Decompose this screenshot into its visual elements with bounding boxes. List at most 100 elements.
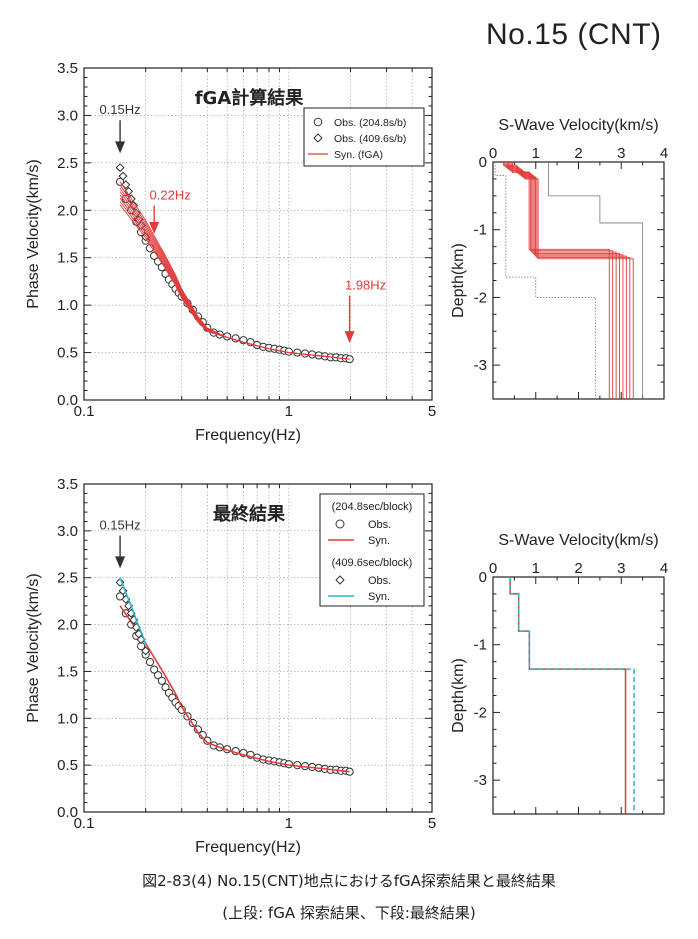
y-axis-label: Depth(km) [450,243,467,318]
x-tick-label: 5 [428,815,436,832]
x-tick-label: 0.1 [74,403,95,420]
series-line-3 [119,577,147,644]
y-tick-label: 1.0 [57,297,78,314]
y-tick-label: -2 [474,704,487,721]
legend-label: Syn. [368,591,390,603]
data-point-circle [293,348,302,357]
legend-label: Obs. (409.6s/b) [334,133,406,145]
x-tick-label: 1 [285,403,293,420]
x-tick-label: 5 [428,403,436,420]
x-axis-label: S-Wave Velocity(km/s) [498,532,658,549]
chart-title: 最終結果 [213,503,286,525]
figure-subcaption: (上段: fGA 探索結果、下段:最終結果) [222,904,476,922]
legend-label: Obs. [368,575,391,587]
model-line-1 [509,577,635,814]
x-tick-label: 4 [660,145,668,162]
data-point-diamond [121,180,131,190]
legend-marker-diamond [335,575,345,585]
y-axis-label: Phase Velocity(km/s) [25,159,42,308]
x-tick-label: 2 [574,145,582,162]
model-line-0 [503,162,610,399]
y-tick-label: -3 [474,357,487,374]
x-tick-label: 3 [617,145,625,162]
y-axis-label: Phase Velocity(km/s) [25,573,42,722]
model-line-0 [512,162,634,399]
annotation-label: 0.15Hz [99,518,140,533]
annotation-arrow-head [115,556,126,569]
x-tick-label: 2 [574,560,582,577]
legend-group-header: (409.6sec/block) [332,557,413,569]
y-tick-label: 0.0 [57,392,78,409]
x-tick-label: 0.1 [74,815,95,832]
x-axis-label: Frequency(Hz) [195,839,301,856]
annotation-arrow-head [149,222,160,234]
legend-box [319,493,425,607]
plot-frame [83,67,433,401]
plot-frame [83,483,433,813]
data-point-circle [157,676,166,685]
data-point-circle [145,657,155,667]
y-tick-label: -3 [474,772,487,789]
y-tick-label: 1.5 [57,250,78,267]
y-tick-label: 3.5 [57,476,78,493]
y-tick-label: -1 [474,637,487,654]
data-point-circle [115,592,125,601]
model-line-0 [504,162,614,399]
legend-box [303,107,425,167]
chart-title: fGA計算結果 [195,87,305,109]
y-tick-label: 0.0 [57,804,78,821]
legend-label: Obs. [368,519,391,531]
y-tick-label: 2.5 [57,155,78,172]
annotation-arrow-head [344,331,355,344]
y-tick-label: 2.0 [57,617,78,634]
legend-label: Obs. (204.8s/b) [334,117,406,129]
legend-label: Syn. [368,535,390,547]
x-tick-label: 4 [660,560,668,577]
plot-frame [492,161,665,400]
x-tick-label: 1 [532,560,540,577]
model-line-0 [506,162,620,399]
search-bound-upper [548,162,644,399]
legend-marker-diamond [313,133,323,143]
data-point-diamond [115,163,125,173]
data-point-circle [150,665,159,674]
annotation-arrow-head [115,141,126,154]
legend-group-header: (204.8sec/block) [332,501,413,513]
y-tick-label: 3.5 [57,60,78,77]
x-tick-label: 0 [489,560,497,577]
dispersion-chart-0: 0.1 1 5 0.0 0.5 1.0 1.5 2.0 2.5 3.0 3.5 Frequency(H… [25,60,436,444]
annotation-label: 0.22Hz [150,188,191,203]
x-tick-label: 1 [532,145,540,162]
series-line-1 [119,605,350,773]
data-point-diamond [118,171,128,181]
y-tick-label: -2 [474,289,487,306]
data-point-diamond [141,646,151,656]
y-tick-label: 2.0 [57,202,78,219]
x-tick-label: 0 [489,145,497,162]
model-line-0 [508,162,624,399]
series-line-2 [119,181,350,360]
y-tick-label: 0.5 [57,345,78,362]
data-point-circle [300,349,310,358]
y-tick-label: 1.0 [57,710,78,727]
velocity-profile-1: 0 1 2 3 4 0 -1 -2 -3 S-Wave Velocity(km/s) Depth(k… [450,117,668,400]
legend-marker-circle [313,117,323,127]
page-title: No.15 (CNT) [486,18,662,51]
x-axis-label: S-Wave Velocity(km/s) [498,117,658,134]
y-tick-label: 0.5 [57,757,78,774]
legend-marker-circle [335,519,345,529]
y-tick-label: -1 [474,222,487,239]
data-point-circle [153,671,163,680]
y-tick-label: 2.5 [57,570,78,587]
y-tick-label: 1.5 [57,663,78,680]
y-tick-label: 0 [479,154,487,171]
data-point-circle [284,347,293,356]
search-bound-lower [494,162,596,399]
x-axis-label: Frequency(Hz) [195,427,301,444]
y-tick-label: 0 [479,569,487,586]
annotation-label: 1.98Hz [345,278,386,293]
figure-caption: 図2-83(4) No.15(CNT)地点におけるfGA探索結果と最終結果 [142,872,556,890]
velocity-profile-3: 0 1 2 3 4 0 -1 -2 -3 S-Wave Velocity(km/s) Depth(k… [450,532,668,815]
model-line-0 [510,162,631,399]
